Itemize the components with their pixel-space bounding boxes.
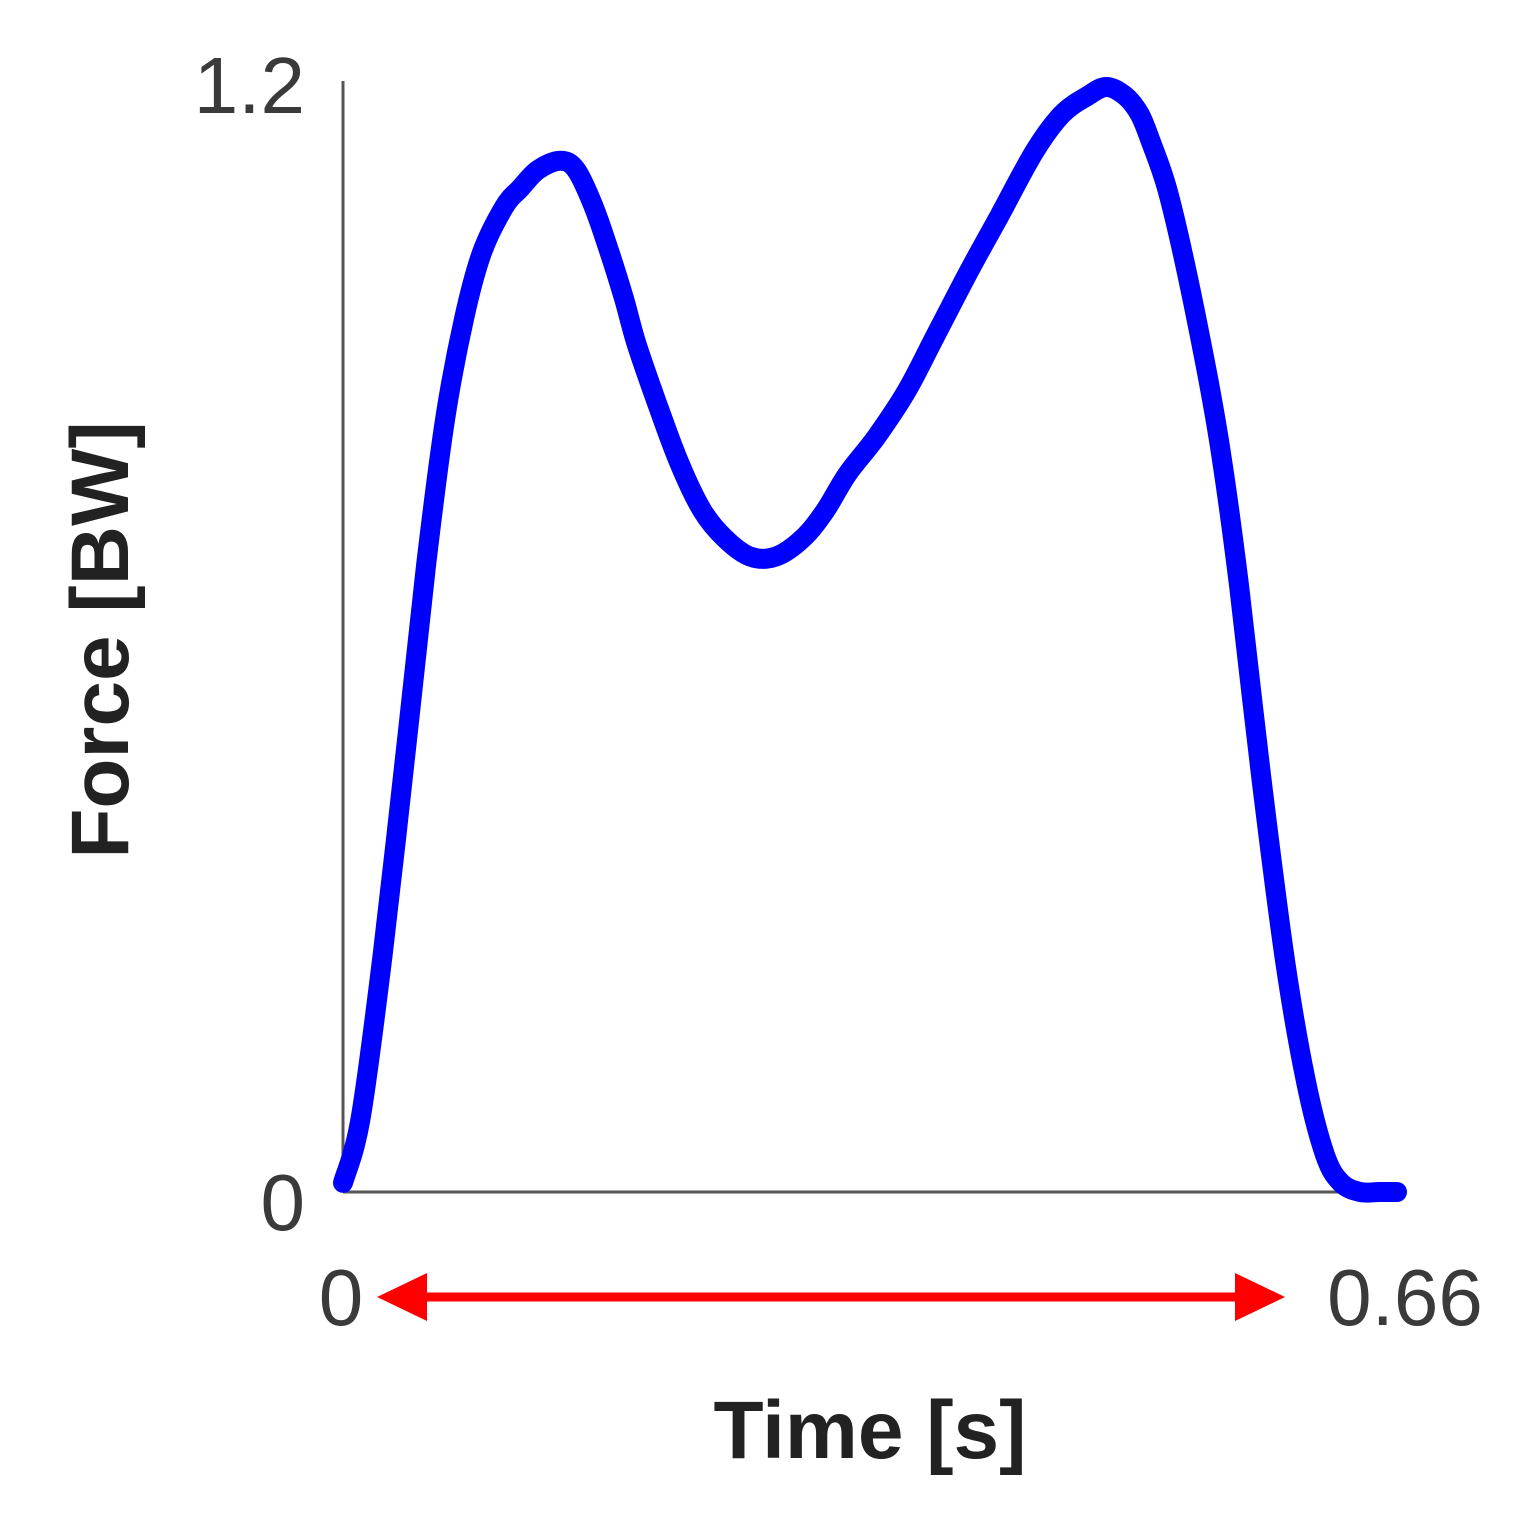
arrow-head-right: [1235, 1273, 1285, 1321]
x-axis-title: Time [s]: [714, 1385, 1027, 1476]
x-tick-label-min: 0: [319, 1253, 364, 1342]
y-axis-title: Force [BW]: [55, 421, 146, 858]
y-tick-label-min: 0: [261, 1158, 306, 1247]
y-tick-label-max: 1.2: [194, 41, 305, 130]
arrow-head-left: [377, 1273, 427, 1321]
series-line-force: [333, 77, 1407, 1203]
duration-double-arrow: [377, 1273, 1285, 1321]
x-tick-label-max: 0.66: [1327, 1253, 1483, 1342]
